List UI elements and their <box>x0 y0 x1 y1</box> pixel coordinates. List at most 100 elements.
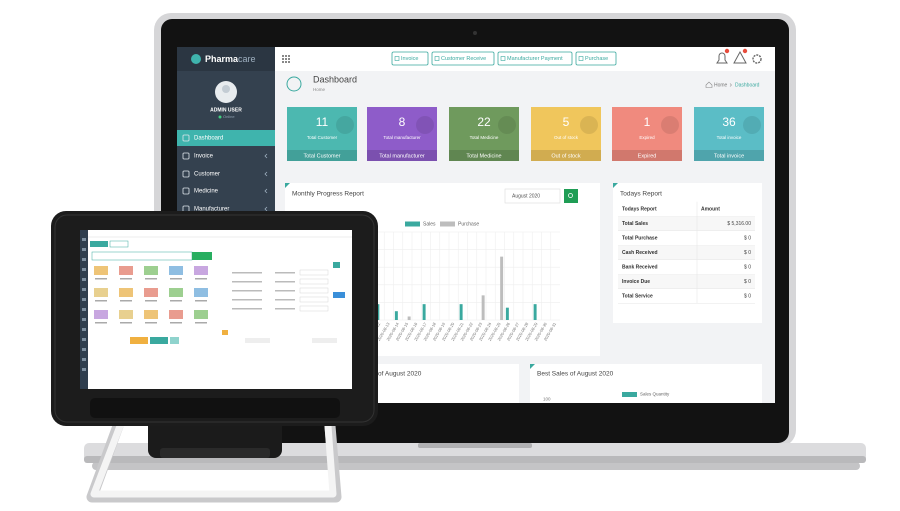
stat-card-label: Total Customer <box>307 135 338 140</box>
pos-product[interactable] <box>194 310 208 319</box>
pos-product-caption <box>95 278 107 280</box>
top-button[interactable] <box>391 51 429 66</box>
bar <box>500 256 504 320</box>
bell-icon[interactable] <box>716 52 728 64</box>
laptop-notch <box>418 443 532 448</box>
table-cell: Todays Report <box>622 206 657 212</box>
brand-name-main: Pharma <box>205 54 239 64</box>
apps-icon-dot <box>285 61 287 63</box>
stat-card[interactable] <box>367 107 437 161</box>
pos-product[interactable] <box>169 288 183 297</box>
pos-card-swatch <box>222 330 228 335</box>
top-button-label[interactable]: Manufacturer Payment <box>507 56 563 62</box>
sidebar-item[interactable]: Dashboard <box>194 136 223 142</box>
pos-sidebar-icon <box>82 248 86 251</box>
pos-product-caption <box>170 278 182 280</box>
pos-product[interactable] <box>144 310 158 319</box>
pos-product-caption <box>195 278 207 280</box>
pos-product[interactable] <box>119 310 133 319</box>
top-button-icon <box>578 56 584 61</box>
panel-title: Todays Report <box>620 191 662 198</box>
pos-total-field <box>245 338 270 343</box>
pos-product[interactable] <box>94 288 108 297</box>
apps-icon-dot <box>282 55 284 57</box>
stat-card-footer <box>449 150 519 161</box>
month-select-value[interactable]: August 2020 <box>512 193 540 199</box>
apps-icon-dot <box>282 58 284 60</box>
top-button-label[interactable]: Invoice <box>401 56 418 62</box>
pos-product[interactable] <box>144 266 158 275</box>
pos-sidebar-icon <box>82 288 86 291</box>
pos-product[interactable] <box>169 310 183 319</box>
sidebar-item[interactable]: Medicine <box>194 189 219 195</box>
laptop-base-shadow <box>92 462 860 470</box>
stat-card-label: Total Medicine <box>470 135 499 140</box>
top-button[interactable] <box>575 51 617 66</box>
stat-card-footer-label: Total Customer <box>304 153 341 159</box>
sidebar-item-active <box>177 130 275 146</box>
page-title: Dashboard <box>313 74 357 84</box>
top-button[interactable] <box>497 51 573 66</box>
brand-logo <box>191 54 201 64</box>
bar <box>407 316 411 320</box>
pos-bezel-highlight <box>54 214 375 423</box>
pos-product-caption <box>120 322 132 324</box>
top-button-label[interactable]: Purchase <box>585 56 608 62</box>
pos-hinge-base <box>160 448 270 458</box>
sidebar-icon <box>182 170 190 178</box>
stat-card-label: Expired <box>639 135 655 140</box>
apps-icon-dot <box>288 61 290 63</box>
pos-product[interactable] <box>119 288 133 297</box>
stat-card[interactable] <box>612 107 682 161</box>
legend-swatch <box>405 221 420 227</box>
pos-product[interactable] <box>194 288 208 297</box>
legend-label: Purchase <box>458 221 479 227</box>
brand-name-suffix: care <box>238 54 256 64</box>
sidebar-icon <box>182 152 190 160</box>
warning-icon[interactable] <box>733 50 747 64</box>
pos-product[interactable] <box>194 266 208 275</box>
legend-swatch <box>440 221 455 227</box>
pos-tab <box>109 240 129 248</box>
pos-product[interactable] <box>144 288 158 297</box>
table-cell: $ 0 <box>744 235 751 241</box>
stat-card-footer <box>694 150 764 161</box>
gear-icon[interactable] <box>752 54 762 64</box>
sidebar-item[interactable]: Invoice <box>194 154 214 160</box>
pos-product-caption <box>195 322 207 324</box>
laptop-camera <box>473 31 477 35</box>
breadcrumb-separator <box>729 83 732 87</box>
laptop-base-edge <box>84 456 866 463</box>
stat-card[interactable] <box>287 107 357 161</box>
pos-product[interactable] <box>94 310 108 319</box>
pos-form-input <box>299 278 329 285</box>
panel-corner <box>285 183 290 188</box>
pos-product[interactable] <box>169 266 183 275</box>
breadcrumb-item[interactable]: Home <box>714 82 728 88</box>
badge <box>742 48 748 54</box>
pos-product[interactable] <box>94 266 108 275</box>
panel-corner <box>530 364 535 369</box>
stat-card[interactable] <box>531 107 601 161</box>
stat-card-value: 22 <box>477 115 491 129</box>
month-select[interactable] <box>504 188 561 204</box>
top-button[interactable] <box>431 51 495 66</box>
axis-label: 100 <box>543 397 551 402</box>
sidebar-item[interactable]: Manufacturer <box>194 207 229 213</box>
user-status-dot <box>218 115 222 119</box>
pos-product[interactable] <box>119 266 133 275</box>
bar <box>505 307 509 320</box>
sidebar-item[interactable]: Customer <box>194 172 220 178</box>
stat-card-value: 1 <box>644 115 651 129</box>
pos-product-caption <box>145 278 157 280</box>
stat-card[interactable] <box>449 107 519 161</box>
stat-card[interactable] <box>694 107 764 161</box>
pos-form-label <box>275 281 295 283</box>
top-button-label[interactable]: Customer Receive <box>441 56 486 62</box>
pos-product-caption <box>145 322 157 324</box>
search-button[interactable] <box>564 189 578 203</box>
sidebar-chevron <box>264 206 268 212</box>
panel-corner <box>613 183 618 188</box>
bar <box>481 295 485 320</box>
